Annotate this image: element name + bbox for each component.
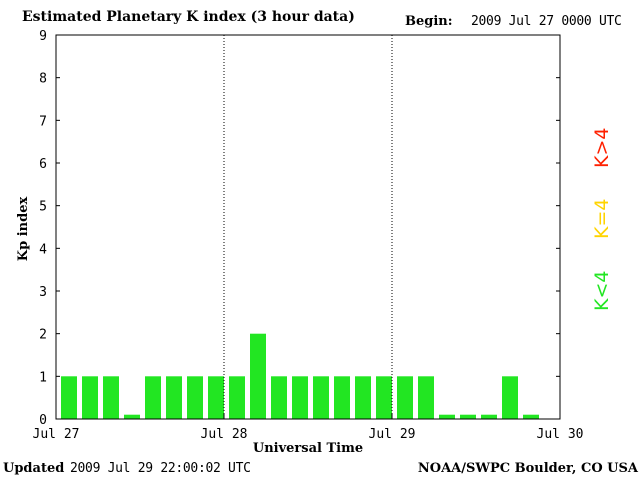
kp-bar: [481, 414, 497, 419]
x-tick-label: Jul 30: [537, 427, 584, 442]
updated-label: Updated: [3, 461, 65, 476]
legend: K>4 K=4 K<4: [591, 128, 613, 311]
kp-bar: [82, 376, 98, 419]
kp-bar: [208, 376, 224, 419]
bars-layer: [61, 333, 539, 419]
y-tick-label: 0: [39, 413, 47, 428]
x-tick-label: Jul 27: [33, 427, 80, 442]
y-tick-label: 7: [39, 114, 47, 129]
begin-label: Begin:: [405, 14, 453, 29]
kp-bar: [271, 376, 287, 419]
kp-bar: [313, 376, 329, 419]
y-tick-label: 5: [39, 200, 47, 215]
y-tick-label: 8: [39, 72, 47, 87]
x-tick-label: Jul 28: [201, 427, 248, 442]
kp-bar: [334, 376, 350, 419]
chart-title: Estimated Planetary K index (3 hour data…: [22, 9, 355, 25]
begin-value: 2009 Jul 27 0000 UTC: [471, 14, 622, 29]
kp-bar: [61, 376, 77, 419]
kp-bar: [355, 376, 371, 419]
kp-bar: [439, 414, 455, 419]
kp-bar: [418, 376, 434, 419]
plot-frame: [55, 34, 561, 420]
kp-bar: [523, 414, 539, 419]
y-axis-label: Kp index: [16, 197, 31, 262]
kp-bar: [397, 376, 413, 419]
source-credit: NOAA/SWPC Boulder, CO USA: [417, 461, 638, 476]
labels-layer: 0 1 2 3 4 5 6 7 8 9 Jul 27 Jul 28 Jul 29 Jul 30: [33, 29, 584, 442]
kp-bar: [460, 414, 476, 419]
y-tick-label: 1: [39, 370, 47, 385]
x-tick-label: Jul 29: [369, 427, 416, 442]
kp-bar: [250, 333, 266, 419]
frame-layer: [55, 34, 561, 420]
x-axis-label: Universal Time: [253, 441, 363, 456]
kp-bar: [103, 376, 119, 419]
y-tick-label: 6: [39, 157, 47, 172]
y-tick-label: 3: [39, 285, 47, 300]
ticks-layer: [55, 34, 561, 420]
y-tick-label: 9: [39, 29, 47, 44]
kp-bar: [502, 376, 518, 419]
y-tick-label: 2: [39, 328, 47, 343]
legend-k-equal-4: K=4: [591, 199, 613, 239]
y-tick-label: 4: [39, 242, 47, 257]
kp-bar: [124, 414, 140, 419]
legend-k-greater-4: K>4: [591, 128, 613, 168]
kp-bar: [229, 376, 245, 419]
kp-bar: [376, 376, 392, 419]
legend-k-less-4: K<4: [591, 271, 613, 311]
updated-value: 2009 Jul 29 22:00:02 UTC: [70, 461, 251, 476]
kp-bar: [187, 376, 203, 419]
kp-bar: [145, 376, 161, 419]
kp-bar: [166, 376, 182, 419]
kp-bar: [292, 376, 308, 419]
